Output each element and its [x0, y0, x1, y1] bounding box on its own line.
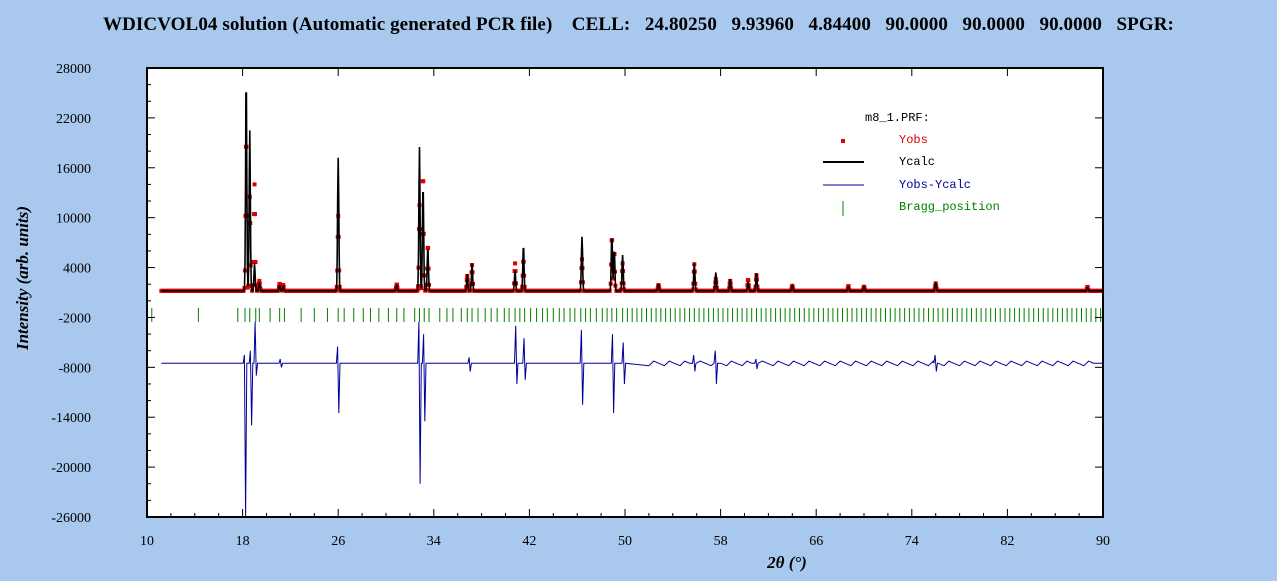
yobs-point [257, 278, 262, 283]
yobs-point [253, 212, 258, 217]
y-tick-label-7: -14000 [51, 411, 91, 426]
yobs-point [253, 260, 258, 265]
x-tick-label-2: 26 [331, 534, 345, 549]
difference-layer [161, 321, 1103, 518]
y-tick-label-8: -20000 [51, 461, 91, 476]
legend-yobs-label: Yobs [899, 133, 928, 147]
yobs-point [611, 276, 616, 281]
x-tick-label-6: 58 [714, 534, 728, 549]
y-tick-label-5: -2000 [58, 311, 91, 326]
y-tick-label-9: -26000 [51, 511, 91, 526]
legend-title: m8_1.PRF: [865, 111, 930, 125]
bragg-layer [151, 307, 1102, 322]
y-axis-title: Intensity (arb. units) [13, 206, 32, 351]
legend-diff-label: Yobs-Ycalc [899, 178, 971, 192]
y-tick-label-6: -8000 [58, 361, 91, 376]
y-tick-label-0: 28000 [56, 62, 91, 77]
yobs-point [421, 179, 426, 184]
legend: m8_1.PRF: Yobs Ycalc Yobs-Ycalc Bragg_po… [823, 111, 1000, 216]
y-tick-label-3: 10000 [56, 212, 91, 227]
window-title: WDICVOL04 solution (Automatic generated … [102, 14, 1174, 35]
x-tick-label-3: 34 [427, 534, 441, 549]
x-tick-label-5: 50 [618, 534, 632, 549]
yobs-point [277, 281, 282, 286]
y-tick-label-2: 16000 [56, 162, 91, 177]
legend-yobs-marker [841, 139, 845, 143]
x-tick-label-10: 90 [1096, 534, 1110, 549]
x-axis-title: 2θ (°) [766, 553, 807, 572]
y-tick-label-4: 4000 [63, 262, 91, 277]
x-tick-label-8: 74 [905, 534, 919, 549]
tick-layer: 10 18 26 34 42 50 58 66 74 82 90 28000 22000 16000 100… [51, 62, 1110, 549]
yobs-point [426, 245, 431, 250]
difference-series-line [161, 321, 1103, 518]
x-tick-label-9: 82 [1000, 534, 1014, 549]
yobs-point [513, 261, 518, 266]
yobs-point [746, 278, 751, 283]
x-tick-label-1: 18 [236, 534, 250, 549]
yobs-point [252, 182, 257, 187]
x-tick-label-0: 10 [140, 534, 154, 549]
yobs-point [419, 286, 424, 291]
ycalc-layer [161, 92, 1103, 292]
x-tick-label-7: 66 [809, 534, 823, 549]
legend-bragg-label: Bragg_position [899, 200, 1000, 214]
x-tick-label-4: 42 [522, 534, 536, 549]
y-tick-label-1: 22000 [56, 112, 91, 127]
legend-ycalc-label: Ycalc [899, 155, 935, 169]
ycalc-series-line [161, 92, 1103, 292]
plot-frame [146, 67, 1104, 518]
